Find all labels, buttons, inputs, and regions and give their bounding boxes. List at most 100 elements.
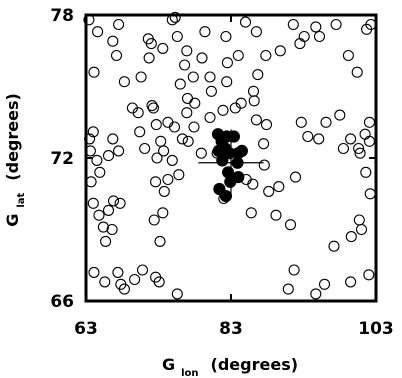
field-point [310,21,322,33]
field-point [270,209,282,221]
field-point [132,107,144,119]
field-point [260,119,273,131]
field-point [113,145,125,157]
x-tick-label: 103 [358,319,394,339]
field-point [204,111,216,124]
field-point [142,33,154,45]
field-point [110,49,123,62]
cluster-point [219,190,232,203]
field-point [360,166,372,178]
field-point [88,66,100,78]
x-tick-label: 63 [74,319,98,339]
field-point [345,133,357,145]
y-tick-label: 78 [50,6,74,26]
field-point [274,45,286,57]
field-point [221,57,233,69]
field-point [247,85,260,97]
field-point [100,235,112,247]
field-point [87,197,99,209]
field-point [345,231,357,243]
field-point [102,204,115,216]
field-point [162,173,174,186]
field-point [150,119,162,131]
field-point [353,142,365,155]
field-point [330,18,342,31]
field-point [287,18,299,31]
y-tick-label: 66 [50,292,74,312]
field-point [166,154,178,166]
field-point [235,97,247,109]
field-point [174,78,186,90]
field-point [168,121,181,133]
field-point [92,26,104,38]
cluster-point [235,144,248,157]
field-point [87,126,99,138]
field-point [153,276,165,288]
field-point [284,219,297,231]
field-point [364,188,376,200]
field-point [181,45,193,57]
field-point [353,214,365,226]
field-point [258,159,270,171]
field-point [282,283,294,295]
field-point [205,85,217,97]
field-point [169,11,181,23]
field-point [158,185,170,197]
field-point [107,195,120,207]
field-point [195,147,207,159]
field-point [221,76,233,88]
field-point [157,207,169,219]
field-point [199,26,211,38]
field-point [363,135,376,147]
field-point [288,264,300,276]
field-point [107,133,119,145]
field-point [189,97,201,109]
field-point [181,92,194,104]
field-point [134,126,146,138]
field-point [220,30,232,43]
field-point [247,178,259,190]
field-point [337,142,349,155]
field-point [171,30,183,43]
field-point [154,235,166,247]
field-point [359,128,371,140]
field-point [181,107,193,119]
field-point [217,104,229,116]
field-point [129,273,141,286]
field-point [320,116,332,128]
field-point [135,71,147,83]
field-point [93,209,105,221]
field-point [107,35,119,47]
field-point [99,276,111,288]
field-point [173,169,185,181]
field-point [176,133,188,145]
field-point [146,100,158,112]
field-point [258,138,270,150]
field-point [94,166,106,178]
y-tick-label: 72 [50,149,74,169]
field-point [136,264,149,276]
field-point [106,223,118,236]
field-point [182,135,194,147]
field-point [150,176,162,188]
field-point [294,38,306,50]
field-point [148,214,160,226]
field-point [157,42,169,54]
field-point [162,116,174,128]
field-point [188,121,200,133]
field-point [232,49,244,62]
field-point [313,133,325,145]
field-point [355,223,368,236]
field-point [318,278,331,290]
field-point [85,176,97,188]
field-point [171,288,183,300]
field-point [118,76,130,88]
field-point [118,283,130,295]
field-point [263,185,275,197]
field-point [289,171,302,183]
axis-ticks: 63 83 103 66 72 78 [50,6,393,339]
field-point [342,49,354,62]
field-point [88,266,100,278]
